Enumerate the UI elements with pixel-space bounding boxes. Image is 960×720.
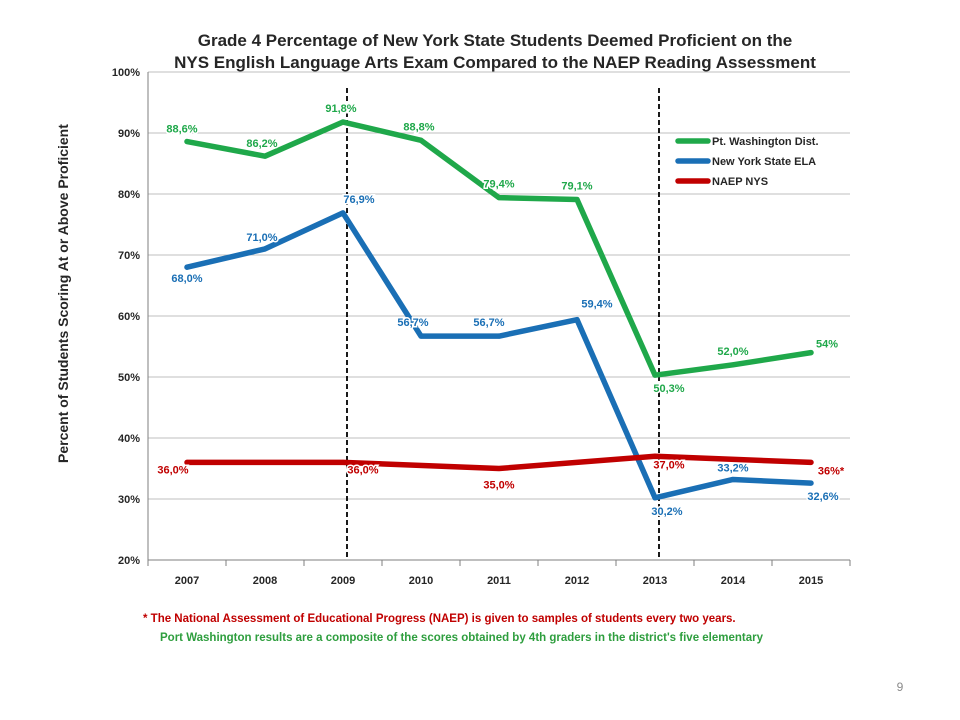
y-tick-label: 30% bbox=[118, 494, 140, 506]
data-label: 76,9% bbox=[343, 194, 374, 206]
data-point bbox=[340, 459, 346, 465]
x-tick-label: 2012 bbox=[565, 575, 589, 587]
data-point bbox=[184, 264, 190, 270]
data-label: 52,0% bbox=[717, 346, 748, 358]
y-tick-label: 100% bbox=[112, 67, 140, 79]
y-tick-label: 50% bbox=[118, 372, 140, 384]
data-label: 91,8% bbox=[325, 103, 356, 115]
x-tick-label: 2015 bbox=[799, 575, 823, 587]
x-tick-label: 2010 bbox=[409, 575, 433, 587]
data-point bbox=[340, 210, 346, 216]
y-tick-label: 80% bbox=[118, 189, 140, 201]
data-point bbox=[574, 317, 580, 323]
data-point bbox=[184, 139, 190, 145]
data-point bbox=[808, 350, 814, 356]
data-label: 79,4% bbox=[483, 179, 514, 191]
data-label: 56,7% bbox=[473, 317, 504, 329]
data-point bbox=[184, 459, 190, 465]
data-point bbox=[262, 246, 268, 252]
data-label: 68,0% bbox=[171, 273, 202, 285]
footnote-naep: * The National Assessment of Educational… bbox=[143, 613, 736, 625]
chart-title-line-2: NYS English Language Arts Exam Compared … bbox=[174, 53, 816, 72]
y-tick-label: 70% bbox=[118, 250, 140, 262]
data-point bbox=[652, 372, 658, 378]
x-tick-label: 2007 bbox=[175, 575, 199, 587]
data-point bbox=[730, 476, 736, 482]
data-label: 50,3% bbox=[653, 383, 684, 395]
x-tick-label: 2014 bbox=[721, 575, 746, 587]
data-point bbox=[808, 480, 814, 486]
x-tick-label: 2009 bbox=[331, 575, 355, 587]
data-label: 56,7% bbox=[397, 317, 428, 329]
legend-entry: Pt. Washington Dist. bbox=[712, 136, 819, 148]
data-point bbox=[652, 453, 658, 459]
data-point bbox=[574, 196, 580, 202]
data-label: 33,2% bbox=[717, 462, 748, 474]
x-tick-label: 2011 bbox=[487, 575, 511, 587]
x-tick-label: 2013 bbox=[643, 575, 667, 587]
y-tick-label: 40% bbox=[118, 433, 140, 445]
data-label: 88,8% bbox=[403, 121, 434, 133]
data-label: 30,2% bbox=[651, 506, 682, 518]
data-point bbox=[262, 153, 268, 159]
data-point bbox=[652, 495, 658, 501]
chart-title-line-1: Grade 4 Percentage of New York State Stu… bbox=[197, 31, 793, 50]
data-point bbox=[418, 333, 424, 339]
data-label: 37,0% bbox=[653, 459, 684, 471]
data-point bbox=[340, 119, 346, 125]
data-label: 36,0% bbox=[347, 464, 378, 476]
y-tick-label: 90% bbox=[118, 128, 140, 140]
footnote-port-washington: Port Washington results are a composite … bbox=[160, 632, 764, 644]
data-label: 88,6% bbox=[166, 124, 197, 136]
data-point bbox=[730, 362, 736, 368]
y-tick-label: 20% bbox=[118, 555, 140, 567]
data-point bbox=[496, 333, 502, 339]
page-number: 9 bbox=[896, 680, 904, 694]
data-label: 86,2% bbox=[246, 138, 277, 150]
y-tick-label: 60% bbox=[118, 311, 140, 323]
legend-entry: NAEP NYS bbox=[712, 176, 768, 188]
data-label: 54% bbox=[816, 339, 838, 351]
data-point bbox=[496, 195, 502, 201]
data-point bbox=[418, 137, 424, 143]
data-point bbox=[496, 466, 502, 471]
data-label: 71,0% bbox=[246, 232, 277, 244]
data-label: 36,0% bbox=[157, 464, 188, 476]
data-label: 35,0% bbox=[483, 480, 514, 492]
data-label: 32,6% bbox=[807, 491, 838, 503]
data-point bbox=[808, 459, 814, 465]
data-label: 79,1% bbox=[561, 180, 592, 192]
x-tick-label: 2008 bbox=[253, 575, 277, 587]
legend-entry: New York State ELA bbox=[712, 156, 816, 168]
data-label: 36%* bbox=[818, 465, 845, 477]
data-label: 59,4% bbox=[581, 299, 612, 311]
chart-title: Grade 4 Percentage of New York State Stu… bbox=[140, 30, 850, 74]
